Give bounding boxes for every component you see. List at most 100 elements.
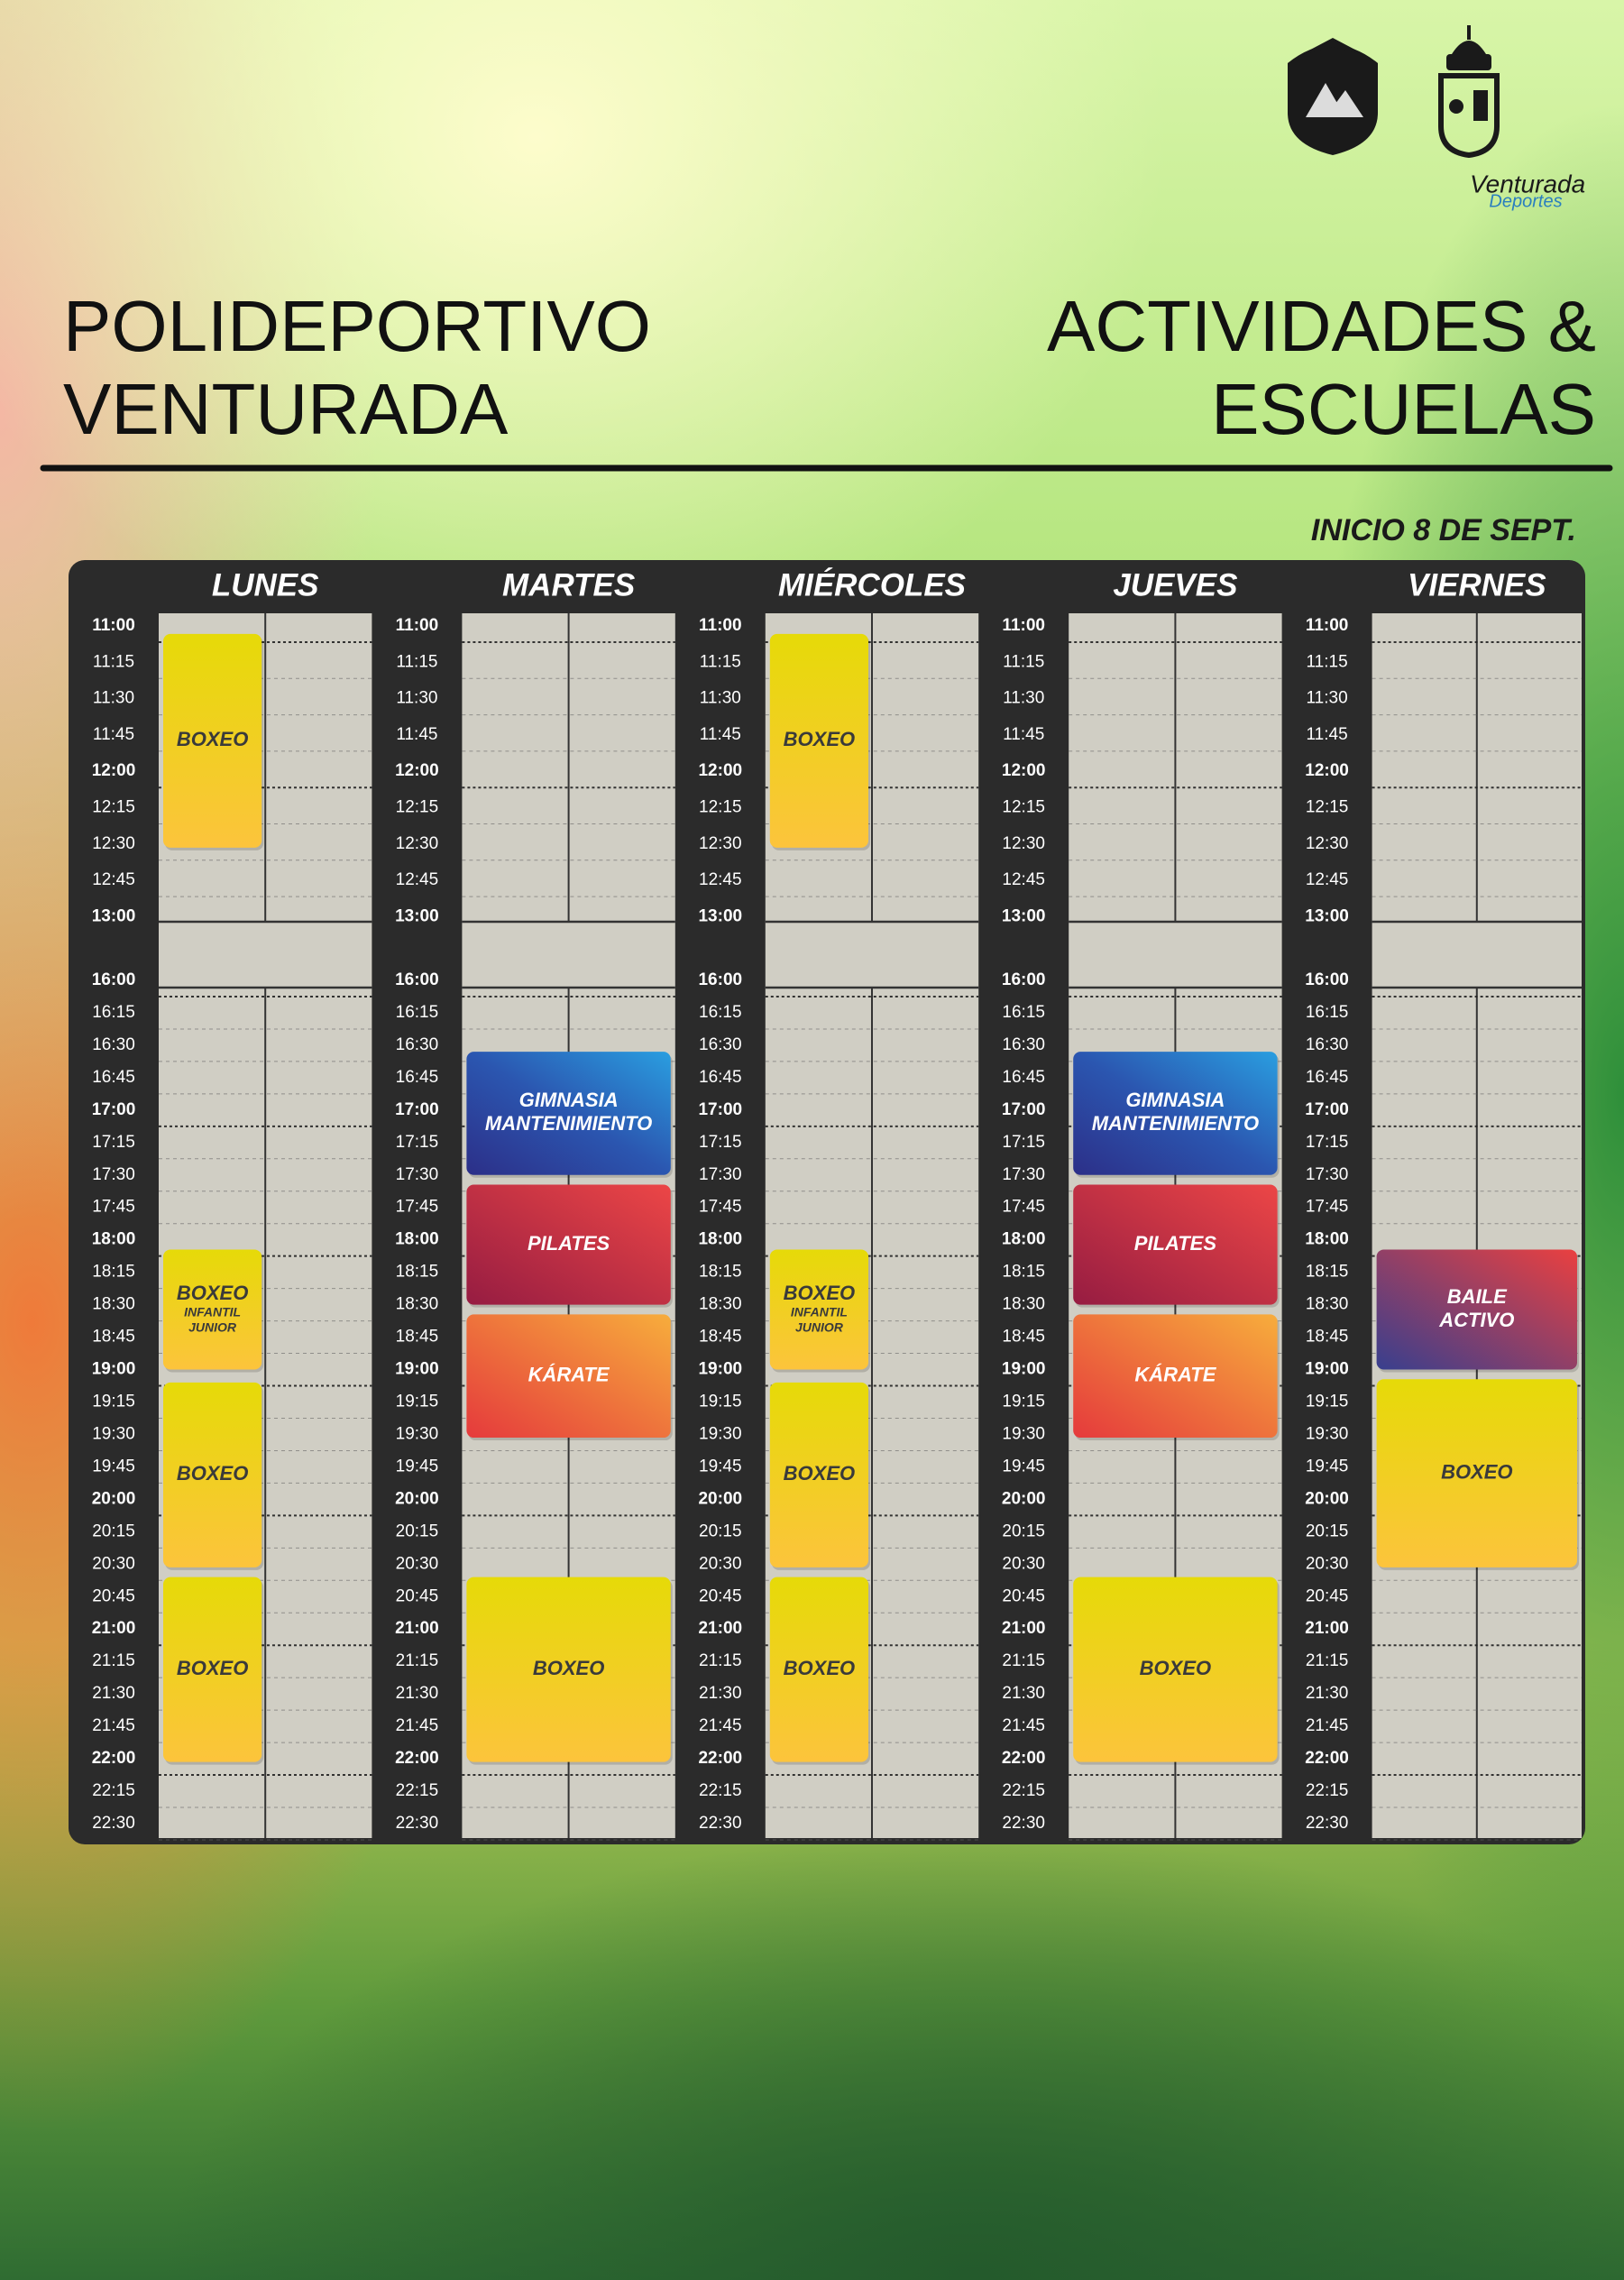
activity-block (769, 1249, 868, 1370)
activity-title: BOXEO (177, 1657, 248, 1679)
time-label: 11:45 (93, 725, 134, 744)
time-label: 18:00 (92, 1230, 136, 1249)
time-label: 20:00 (395, 1489, 439, 1508)
time-label: 21:45 (92, 1716, 135, 1735)
time-label: 17:15 (396, 1133, 439, 1152)
schedule: LUNES 11:00 11:15 11:30 11:45 12:00 12:15 12:30… (92, 567, 1582, 1841)
time-label: 11:00 (396, 616, 439, 635)
time-label: 17:30 (396, 1165, 439, 1184)
time-label: 17:45 (396, 1198, 439, 1217)
time-label: 19:30 (396, 1424, 439, 1443)
time-label: 17:15 (1002, 1133, 1045, 1152)
activity-block (1073, 1577, 1278, 1762)
activity-title: MANTENIMIENTO (485, 1112, 652, 1135)
time-label: 16:30 (699, 1035, 742, 1054)
time-label: 18:45 (396, 1328, 439, 1347)
activity-title: BOXEO (177, 1462, 248, 1485)
time-label: 12:00 (92, 761, 136, 780)
time-label: 11:30 (700, 689, 741, 708)
time-label: 20:30 (699, 1554, 742, 1573)
time-label: 20:45 (1306, 1586, 1349, 1605)
activity-title: ACTIVO (1438, 1309, 1514, 1331)
activity-subtitle: INFANTIL (791, 1305, 848, 1319)
time-label: 11:15 (1003, 652, 1044, 671)
time-label: 11:15 (396, 652, 437, 671)
activity-block (1073, 1314, 1278, 1439)
time-label: 18:00 (698, 1230, 742, 1249)
time-label: 12:15 (1306, 798, 1349, 817)
time-label: 19:30 (92, 1424, 135, 1443)
time-label: 18:00 (1305, 1230, 1349, 1249)
time-label: 21:45 (1002, 1716, 1045, 1735)
time-label: 19:15 (1306, 1392, 1349, 1411)
time-label: 11:30 (1307, 689, 1348, 708)
activity-block (1073, 1184, 1278, 1305)
start-note: INICIO 8 DE SEPT. (1311, 513, 1576, 547)
time-label: 11:15 (1307, 652, 1348, 671)
time-label: 22:00 (1002, 1749, 1046, 1768)
time-label: 17:15 (92, 1133, 135, 1152)
activity-block (466, 1577, 671, 1762)
time-label: 19:15 (92, 1392, 135, 1411)
grid-break (159, 922, 372, 988)
activity-title: BOXEO (784, 728, 855, 750)
grid-break (462, 922, 675, 988)
time-label: 17:45 (1002, 1198, 1045, 1217)
time-label: 18:30 (699, 1295, 742, 1314)
time-label: 21:30 (1002, 1684, 1045, 1703)
time-label: 20:45 (1002, 1586, 1045, 1605)
time-label: 12:30 (1306, 834, 1349, 853)
time-label: 18:45 (1306, 1328, 1349, 1347)
time-label: 20:15 (92, 1522, 135, 1540)
time-label: 20:45 (396, 1586, 439, 1605)
time-label: 21:15 (92, 1651, 135, 1670)
time-label: 17:30 (1306, 1165, 1349, 1184)
time-label: 18:30 (1306, 1295, 1349, 1314)
time-label: 21:45 (699, 1716, 742, 1735)
grid-break (1069, 922, 1282, 988)
time-label: 12:30 (1002, 834, 1045, 853)
time-label: 18:45 (1002, 1328, 1045, 1347)
time-label: 11:00 (1306, 616, 1349, 635)
time-label: 12:15 (1002, 798, 1045, 817)
time-label: 16:00 (1305, 970, 1349, 989)
time-label: 17:45 (92, 1198, 135, 1217)
time-label: 16:30 (92, 1035, 135, 1054)
time-label: 11:15 (93, 652, 134, 671)
time-label: 21:00 (92, 1619, 136, 1638)
grid-break (1372, 922, 1582, 988)
time-label: 22:00 (698, 1749, 742, 1768)
time-label: 19:00 (92, 1360, 136, 1379)
time-label: 17:00 (92, 1100, 136, 1119)
time-label: 20:00 (1305, 1489, 1349, 1508)
time-label: 11:30 (1003, 689, 1044, 708)
activity-block (769, 1382, 868, 1568)
activity-subtitle: INFANTIL (184, 1305, 241, 1319)
time-label: 12:00 (395, 761, 439, 780)
time-label: 20:15 (396, 1522, 439, 1540)
activity-subtitle: JUNIOR (188, 1320, 237, 1335)
activity-block (769, 1577, 868, 1762)
time-label: 20:45 (92, 1586, 135, 1605)
time-label: 18:00 (395, 1230, 439, 1249)
time-label: 11:00 (699, 616, 742, 635)
time-label: 19:45 (396, 1457, 439, 1476)
time-label: 12:30 (699, 834, 742, 853)
time-label: 16:15 (1306, 1003, 1349, 1022)
time-label: 21:00 (698, 1619, 742, 1638)
time-label: 12:45 (1306, 870, 1349, 889)
time-label: 16:45 (396, 1068, 439, 1087)
time-label: 11:45 (1307, 725, 1348, 744)
time-label: 22:15 (699, 1781, 742, 1800)
time-label: 12:15 (92, 798, 135, 817)
activity-block (1073, 1052, 1278, 1175)
activity-block (466, 1184, 671, 1305)
time-label: 11:30 (93, 689, 134, 708)
time-label: 17:00 (1002, 1100, 1046, 1119)
time-label: 21:45 (1306, 1716, 1349, 1735)
logo-sub: Deportes (1489, 191, 1562, 211)
title-left: POLIDEPORTIVO (63, 286, 651, 366)
day-name: MIÉRCOLES (778, 567, 966, 602)
time-label: 12:15 (699, 798, 742, 817)
activity-block (163, 1249, 262, 1370)
